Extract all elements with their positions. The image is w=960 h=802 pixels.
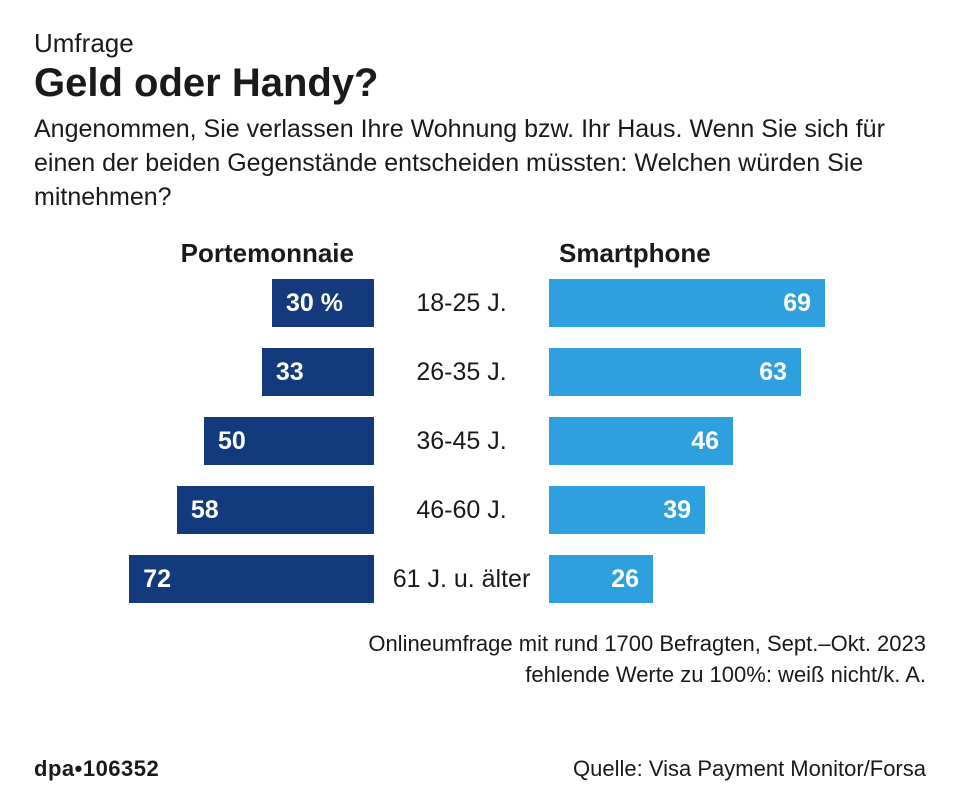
chart-row: 33 26-35 J. 63: [34, 348, 926, 396]
chart-rows: 30 % 18-25 J. 69 33 26-35 J. 63 50 36-45 J. 46 58…: [34, 279, 926, 603]
right-bar: 39: [549, 486, 705, 534]
left-bar-cell: 30 %: [34, 279, 374, 327]
chart-row: 30 % 18-25 J. 69: [34, 279, 926, 327]
footer: dpa•106352 Quelle: Visa Payment Monitor/…: [34, 732, 926, 782]
left-bar: 30 %: [272, 279, 374, 327]
infographic-page: Umfrage Geld oder Handy? Angenommen, Sie…: [0, 0, 960, 802]
brand-graphic-id: 106352: [83, 756, 159, 781]
publisher-brand: dpa•106352: [34, 756, 159, 782]
left-bar-value: 30 %: [286, 289, 343, 318]
brand-name: dpa: [34, 756, 75, 781]
chart-row: 58 46-60 J. 39: [34, 486, 926, 534]
category-header-spacer: [374, 238, 549, 269]
right-bar-value: 69: [783, 289, 811, 318]
brand-separator-dot: •: [75, 756, 83, 781]
right-bar: 46: [549, 417, 733, 465]
left-bar-value: 58: [191, 496, 219, 525]
right-bar-cell: 39: [549, 486, 926, 534]
left-bar-value: 50: [218, 427, 246, 456]
chart-row: 50 36-45 J. 46: [34, 417, 926, 465]
right-bar-value: 63: [759, 358, 787, 387]
right-series-label: Smartphone: [549, 238, 926, 269]
category-label: 61 J. u. älter: [374, 565, 549, 594]
left-bar-cell: 72: [34, 555, 374, 603]
left-bar: 58: [177, 486, 374, 534]
left-bar-cell: 50: [34, 417, 374, 465]
right-bar-cell: 63: [549, 348, 926, 396]
footnote-missing: fehlende Werte zu 100%: weiß nicht/k. A.: [34, 660, 926, 691]
left-bar: 50: [204, 417, 374, 465]
left-bar-value: 72: [143, 565, 171, 594]
footnote-method: Onlineumfrage mit rund 1700 Befragten, S…: [34, 629, 926, 660]
left-bar-cell: 58: [34, 486, 374, 534]
footnotes: Onlineumfrage mit rund 1700 Befragten, S…: [34, 629, 926, 691]
left-bar: 72: [129, 555, 374, 603]
right-bar-value: 26: [611, 565, 639, 594]
subtitle: Angenommen, Sie verlassen Ihre Wohnung b…: [34, 113, 914, 214]
left-bar: 33: [262, 348, 374, 396]
right-bar-cell: 46: [549, 417, 926, 465]
right-bar-value: 46: [691, 427, 719, 456]
left-bar-value: 33: [276, 358, 304, 387]
category-label: 18-25 J.: [374, 289, 549, 318]
right-bar: 69: [549, 279, 825, 327]
right-bar: 26: [549, 555, 653, 603]
left-bar-cell: 33: [34, 348, 374, 396]
kicker: Umfrage: [34, 28, 926, 59]
category-label: 36-45 J.: [374, 427, 549, 456]
category-label: 46-60 J.: [374, 496, 549, 525]
column-headers: Portemonnaie Smartphone: [34, 238, 926, 269]
headline: Geld oder Handy?: [34, 61, 926, 105]
right-bar: 63: [549, 348, 801, 396]
left-series-label: Portemonnaie: [34, 238, 374, 269]
right-bar-value: 39: [663, 496, 691, 525]
right-bar-cell: 69: [549, 279, 926, 327]
right-bar-cell: 26: [549, 555, 926, 603]
source-line: Quelle: Visa Payment Monitor/Forsa: [573, 756, 926, 782]
category-label: 26-35 J.: [374, 358, 549, 387]
chart-row: 72 61 J. u. älter 26: [34, 555, 926, 603]
